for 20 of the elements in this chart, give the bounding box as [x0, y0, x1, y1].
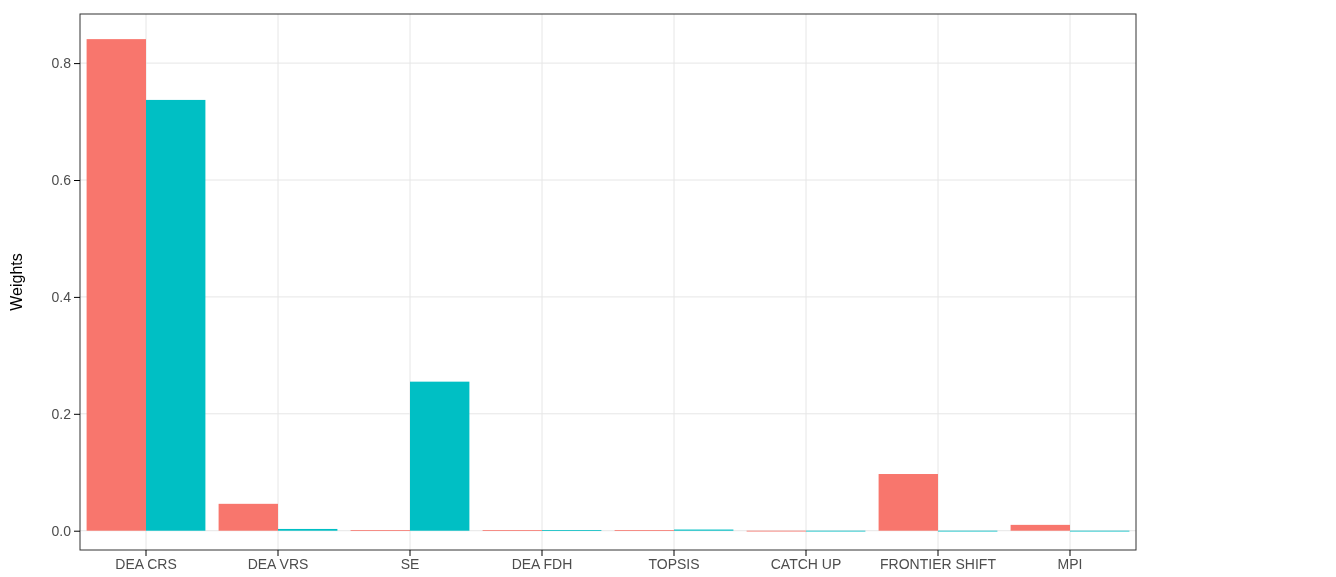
x-tick-label: CATCH UP: [770, 555, 842, 572]
bar: [878, 474, 938, 531]
bar: [218, 503, 278, 531]
y-tick-label: 0.0: [51, 522, 72, 539]
x-tick-label: DEA CRS: [115, 555, 177, 572]
bar: [1010, 524, 1070, 531]
y-tick-label: 0.6: [51, 171, 72, 188]
x-tick-label: FRONTIER SHIFT: [880, 555, 997, 572]
x-tick-label: MPI: [1057, 555, 1083, 572]
x-tick-label: DEA FDH: [511, 555, 573, 572]
x-tick-label: SE: [400, 555, 420, 572]
bar: [86, 39, 146, 531]
y-axis-title: Weights: [8, 253, 25, 311]
x-tick-label: DEA VRS: [247, 555, 309, 572]
y-tick-label: 0.2: [51, 405, 72, 422]
y-tick-label: 0.8: [51, 55, 72, 72]
x-tick-label: TOPSIS: [648, 555, 700, 572]
bar: [146, 99, 206, 531]
y-tick-label: 0.4: [51, 288, 72, 305]
bar: [410, 381, 470, 531]
